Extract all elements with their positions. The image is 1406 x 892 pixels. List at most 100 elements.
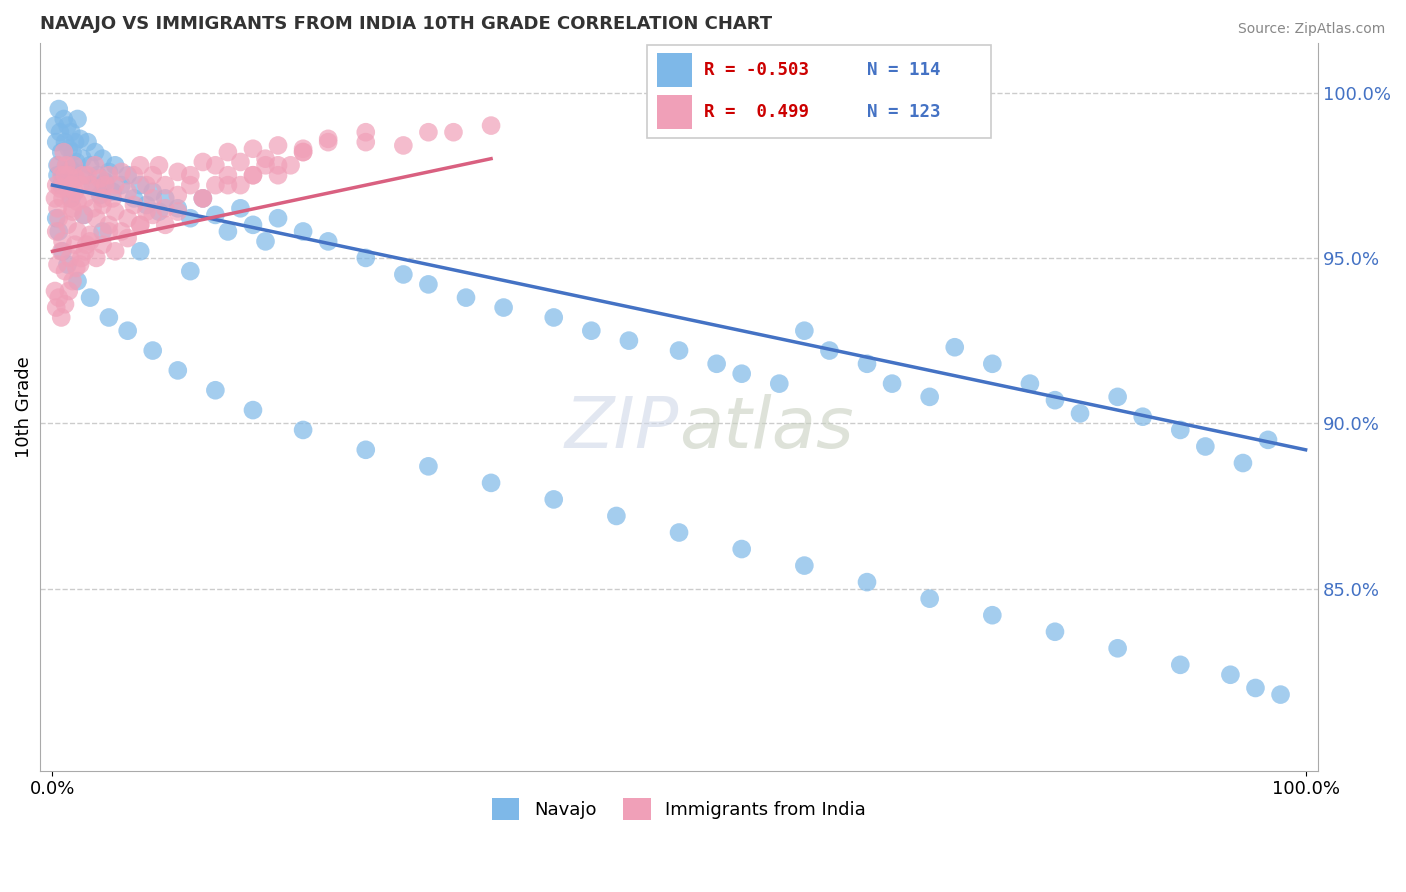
Point (51, 244, 73, 259)
Point (101, 185, 124, 199)
Point (51, 178, 73, 193)
Point (52, 145, 75, 159)
Legend: Navajo, Immigrants from India: Navajo, Immigrants from India (485, 790, 873, 827)
Point (166, 204, 188, 219)
Point (62, 202, 84, 216)
Point (73, 191, 96, 205)
Point (62, 145, 84, 159)
Point (66, 224, 89, 238)
FancyBboxPatch shape (647, 45, 991, 138)
Point (354, 251, 377, 265)
Point (91, 198, 114, 212)
Point (51, 145, 73, 159)
Point (97, 168, 120, 182)
Point (155, 191, 177, 205)
Point (73, 168, 96, 182)
Point (543, 310, 565, 325)
Point (918, 390, 941, 404)
Point (60, 178, 83, 193)
Point (104, 204, 127, 219)
Point (48, 224, 70, 238)
Point (104, 244, 127, 259)
Point (179, 168, 201, 182)
Point (217, 168, 239, 182)
Point (84, 145, 107, 159)
Text: N = 123: N = 123 (868, 103, 941, 121)
Point (72, 152, 94, 166)
Point (46, 168, 69, 182)
Point (254, 152, 277, 166)
Point (229, 178, 252, 193)
Point (135, 178, 157, 193)
Point (142, 185, 165, 199)
Point (117, 185, 139, 199)
Point (52, 112, 75, 126)
Point (46, 158, 69, 172)
Point (89, 188, 111, 202)
Point (75, 237, 97, 252)
Point (267, 158, 290, 172)
Point (94, 178, 117, 193)
Point (142, 208, 165, 222)
Point (204, 158, 226, 172)
Point (793, 324, 815, 338)
Point (1219, 667, 1241, 681)
Point (82, 178, 104, 193)
Point (45, 211, 67, 226)
Point (84, 158, 107, 172)
Point (292, 142, 315, 156)
Point (122, 191, 145, 205)
Point (418, 459, 440, 474)
Point (267, 138, 290, 153)
Point (110, 224, 132, 238)
Point (1270, 688, 1292, 702)
Point (1257, 433, 1279, 447)
Point (72, 168, 94, 182)
Point (142, 191, 165, 205)
Point (62, 165, 84, 179)
Point (65, 171, 87, 186)
Point (316, 132, 339, 146)
Point (44, 191, 66, 205)
Point (204, 178, 226, 193)
Point (62, 274, 84, 288)
Point (706, 357, 728, 371)
Point (62, 204, 84, 219)
Point (981, 357, 1004, 371)
Point (818, 343, 841, 358)
Point (117, 324, 139, 338)
Point (117, 211, 139, 226)
Point (56, 119, 79, 133)
Point (135, 204, 157, 219)
Point (45, 301, 67, 315)
Text: R = -0.503: R = -0.503 (703, 61, 808, 78)
Point (793, 558, 815, 573)
Point (316, 135, 339, 149)
Point (292, 145, 315, 159)
Point (79, 235, 101, 249)
Point (166, 202, 188, 216)
Point (44, 284, 66, 298)
Point (242, 168, 264, 182)
Point (79, 158, 101, 172)
Point (65, 260, 87, 275)
Point (63, 237, 86, 252)
Point (91, 152, 114, 166)
Point (1043, 624, 1066, 639)
Text: Source: ZipAtlas.com: Source: ZipAtlas.com (1237, 22, 1385, 37)
Point (191, 191, 214, 205)
Point (1107, 641, 1129, 656)
Point (479, 119, 502, 133)
Point (63, 185, 86, 199)
Text: R =  0.499: R = 0.499 (703, 103, 808, 121)
Point (62, 158, 84, 172)
Point (242, 168, 264, 182)
Point (292, 423, 315, 437)
Point (49, 125, 72, 139)
Point (217, 145, 239, 159)
Point (55, 158, 77, 172)
Point (56, 181, 79, 195)
Point (97, 165, 120, 179)
Point (44, 119, 66, 133)
Point (51, 244, 73, 259)
